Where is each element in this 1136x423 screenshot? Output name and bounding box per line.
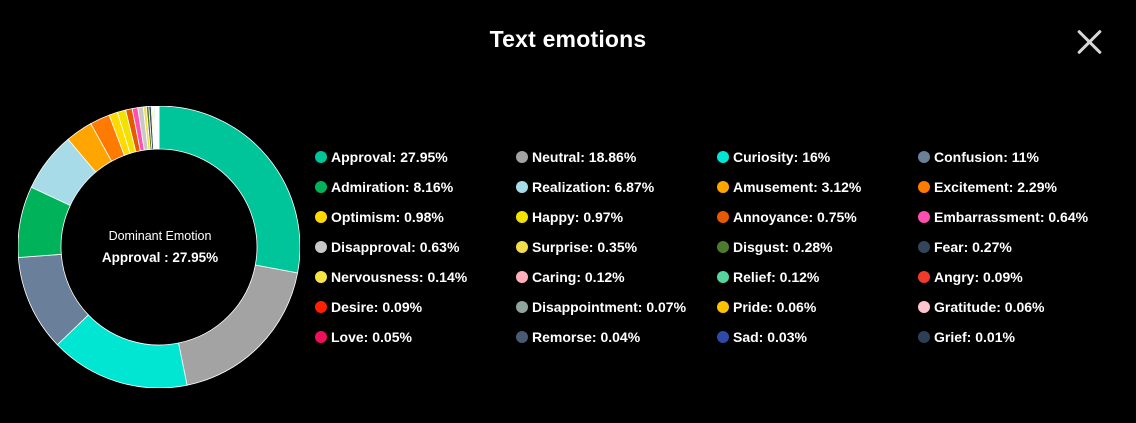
legend-swatch [918,181,930,193]
legend-swatch [918,151,930,163]
legend-swatch [717,301,729,313]
legend-swatch [717,151,729,163]
legend-item-annoyance[interactable]: Annoyance: 0.75% [717,207,918,227]
legend-label: Angry: 0.09% [934,269,1023,285]
slice-neutral[interactable] [178,264,299,386]
dominant-emotion-label: Dominant Emotion [108,229,212,243]
legend-swatch [516,181,528,193]
legend-label: Nervousness: 0.14% [331,269,468,285]
legend-label: Relief: 0.12% [733,269,820,285]
legend-label: Amusement: 3.12% [733,179,862,195]
legend-swatch [918,331,930,343]
legend-label: Desire: 0.09% [331,299,423,315]
legend-swatch [315,181,327,193]
legend-item-approval[interactable]: Approval: 27.95% [315,147,516,167]
legend-label: Disgust: 0.28% [733,239,833,255]
legend-item-remorse[interactable]: Remorse: 0.04% [516,327,717,347]
donut-chart [18,106,300,388]
close-icon[interactable] [1076,28,1104,56]
legend-swatch [918,301,930,313]
legend-label: Remorse: 0.04% [532,329,641,345]
legend-label: Admiration: 8.16% [331,179,454,195]
legend-swatch [315,211,327,223]
legend-swatch [516,331,528,343]
legend-label: Surprise: 0.35% [532,239,638,255]
legend-label: Annoyance: 0.75% [733,209,857,225]
legend-item-disgust[interactable]: Disgust: 0.28% [717,237,918,257]
legend-label: Excitement: 2.29% [934,179,1057,195]
legend-item-disapproval[interactable]: Disapproval: 0.63% [315,237,516,257]
legend-item-sad[interactable]: Sad: 0.03% [717,327,918,347]
legend-item-desire[interactable]: Desire: 0.09% [315,297,516,317]
legend-item-love[interactable]: Love: 0.05% [315,327,516,347]
legend-item-nervousness[interactable]: Nervousness: 0.14% [315,267,516,287]
legend-label: Grief: 0.01% [934,329,1015,345]
legend-item-fear[interactable]: Fear: 0.27% [918,237,1125,257]
legend-item-caring[interactable]: Caring: 0.12% [516,267,717,287]
legend-swatch [717,211,729,223]
legend-label: Realization: 6.87% [532,179,655,195]
legend-item-confusion[interactable]: Confusion: 11% [918,147,1125,167]
legend-item-neutral[interactable]: Neutral: 18.86% [516,147,717,167]
legend-item-embarrassment[interactable]: Embarrassment: 0.64% [918,207,1125,227]
legend-item-realization[interactable]: Realization: 6.87% [516,177,717,197]
legend-swatch [315,331,327,343]
legend-swatch [315,241,327,253]
legend-swatch [516,241,528,253]
legend-label: Confusion: 11% [934,149,1040,165]
legend-item-admiration[interactable]: Admiration: 8.16% [315,177,516,197]
legend-label: Disappointment: 0.07% [532,299,687,315]
legend-swatch [516,151,528,163]
legend-label: Sad: 0.03% [733,329,807,345]
legend-label: Embarrassment: 0.64% [934,209,1089,225]
legend-item-optimism[interactable]: Optimism: 0.98% [315,207,516,227]
legend-swatch [717,241,729,253]
dominant-emotion-value: Approval : 27.95% [101,250,219,265]
legend-swatch [918,211,930,223]
legend-label: Fear: 0.27% [934,239,1012,255]
legend-item-curiosity[interactable]: Curiosity: 16% [717,147,918,167]
legend-swatch [315,301,327,313]
legend-label: Neutral: 18.86% [532,149,637,165]
legend-label: Happy: 0.97% [532,209,624,225]
legend-swatch [918,271,930,283]
legend-label: Disapproval: 0.63% [331,239,460,255]
legend-item-happy[interactable]: Happy: 0.97% [516,207,717,227]
legend-item-relief[interactable]: Relief: 0.12% [717,267,918,287]
legend-item-pride[interactable]: Pride: 0.06% [717,297,918,317]
legend-swatch [315,271,327,283]
legend-swatch [315,151,327,163]
legend-item-amusement[interactable]: Amusement: 3.12% [717,177,918,197]
legend-item-disappointment[interactable]: Disappointment: 0.07% [516,297,717,317]
legend-label: Curiosity: 16% [733,149,831,165]
legend-swatch [717,331,729,343]
page-title: Text emotions [489,26,647,52]
legend-swatch [717,271,729,283]
legend: Approval: 27.95% Neutral: 18.86% Curiosity… [315,147,1125,357]
legend-label: Approval: 27.95% [331,149,448,165]
legend-label: Love: 0.05% [331,329,412,345]
legend-swatch [516,271,528,283]
legend-label: Pride: 0.06% [733,299,817,315]
legend-swatch [516,211,528,223]
slice-approval[interactable] [158,106,300,274]
legend-item-gratitude[interactable]: Gratitude: 0.06% [918,297,1125,317]
legend-item-excitement[interactable]: Excitement: 2.29% [918,177,1125,197]
legend-item-surprise[interactable]: Surprise: 0.35% [516,237,717,257]
legend-item-grief[interactable]: Grief: 0.01% [918,327,1125,347]
legend-swatch [516,301,528,313]
legend-label: Optimism: 0.98% [331,209,444,225]
legend-item-angry[interactable]: Angry: 0.09% [918,267,1125,287]
legend-label: Caring: 0.12% [532,269,625,285]
legend-swatch [918,241,930,253]
legend-swatch [717,181,729,193]
legend-label: Gratitude: 0.06% [934,299,1045,315]
